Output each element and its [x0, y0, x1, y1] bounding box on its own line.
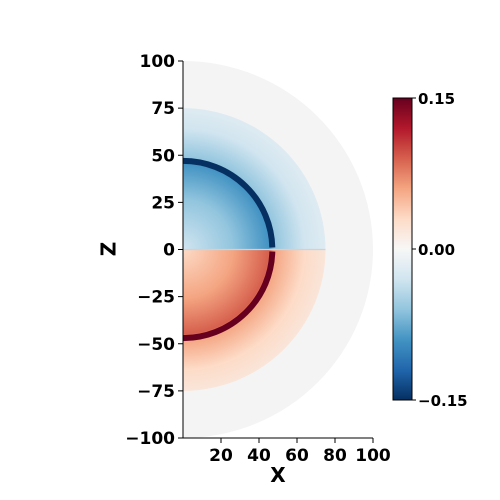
y-tick-label: −100 — [125, 429, 175, 449]
y-axis-label: Z — [97, 242, 121, 257]
x-tick-label: 40 — [247, 446, 271, 466]
colorbar: 0.15 0.00 −0.15 — [392, 90, 468, 410]
colorbar-tick-label: 0.15 — [418, 90, 455, 108]
plot-area — [183, 61, 373, 438]
colorbar-tick-label: −0.15 — [418, 392, 468, 410]
y-tick-label: −50 — [137, 335, 175, 355]
y-ticks: 100 75 50 25 0 −25 −50 −75 −100 — [125, 52, 183, 449]
x-ticks: 20 40 60 80 100 — [209, 438, 391, 466]
y-tick-label: 100 — [140, 52, 176, 72]
y-tick-label: −75 — [137, 382, 175, 402]
x-tick-label: 100 — [355, 446, 391, 466]
x-tick-label: 60 — [285, 446, 309, 466]
lower-shell-front — [183, 251, 276, 342]
x-axis-label: X — [270, 463, 286, 487]
upper-shell-front — [183, 157, 276, 248]
colorbar-tick-label: 0.00 — [418, 241, 455, 259]
x-tick-label: 80 — [323, 446, 347, 466]
x-tick-label: 20 — [209, 446, 233, 466]
y-tick-label: 0 — [163, 241, 175, 261]
y-tick-label: 50 — [151, 146, 175, 166]
colorbar-gradient — [392, 97, 413, 401]
y-tick-label: −25 — [137, 288, 175, 308]
y-tick-label: 75 — [151, 99, 175, 119]
upper-negative-field-region — [183, 108, 326, 250]
colorbar-ticks: 0.15 0.00 −0.15 — [412, 90, 468, 410]
lower-positive-field-region — [183, 249, 326, 391]
y-tick-label: 25 — [151, 193, 175, 213]
